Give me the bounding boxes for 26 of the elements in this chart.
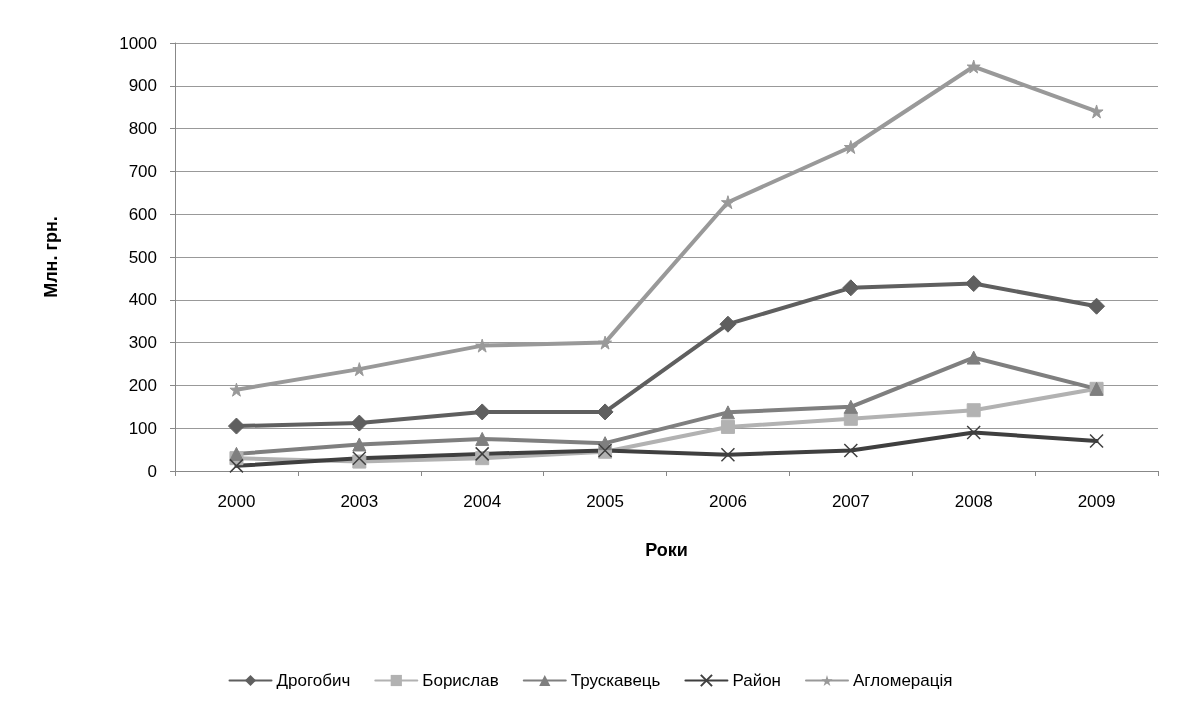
y-tick-label: 900: [128, 76, 157, 96]
x-tick-label: 2009: [1077, 492, 1116, 511]
x-tick-label: 2003: [340, 492, 379, 511]
y-tick-label: 800: [128, 119, 157, 139]
y-tick-label: 300: [128, 333, 157, 353]
x-tick-label: 2000: [217, 492, 256, 511]
legend-label: Район: [732, 671, 781, 690]
x-tick-label: 2004: [463, 492, 502, 511]
x-tick-label: 2006: [709, 492, 747, 511]
legend-label: Агломерація: [852, 671, 953, 690]
y-tick-label: 0: [147, 461, 157, 481]
legend-label: Борислав: [422, 671, 499, 690]
y-tick-label: 500: [128, 247, 157, 267]
legend-label: Трускавець: [570, 671, 661, 690]
y-tick-label: 1000: [119, 33, 157, 53]
x-tick-label: 2005: [586, 492, 624, 511]
x-tick-label: 2008: [954, 492, 993, 511]
y-tick-label: 100: [128, 418, 157, 438]
legend-label: Дрогобич: [276, 671, 351, 690]
y-tick-label: 700: [128, 161, 157, 181]
y-axis-title: Млн. грн.: [41, 216, 61, 298]
y-tick-label: 400: [128, 290, 157, 310]
x-axis-title: Роки: [645, 540, 688, 560]
y-tick-label: 200: [128, 375, 157, 395]
y-tick-label: 600: [128, 204, 157, 224]
x-tick-label: 2007: [831, 492, 870, 511]
